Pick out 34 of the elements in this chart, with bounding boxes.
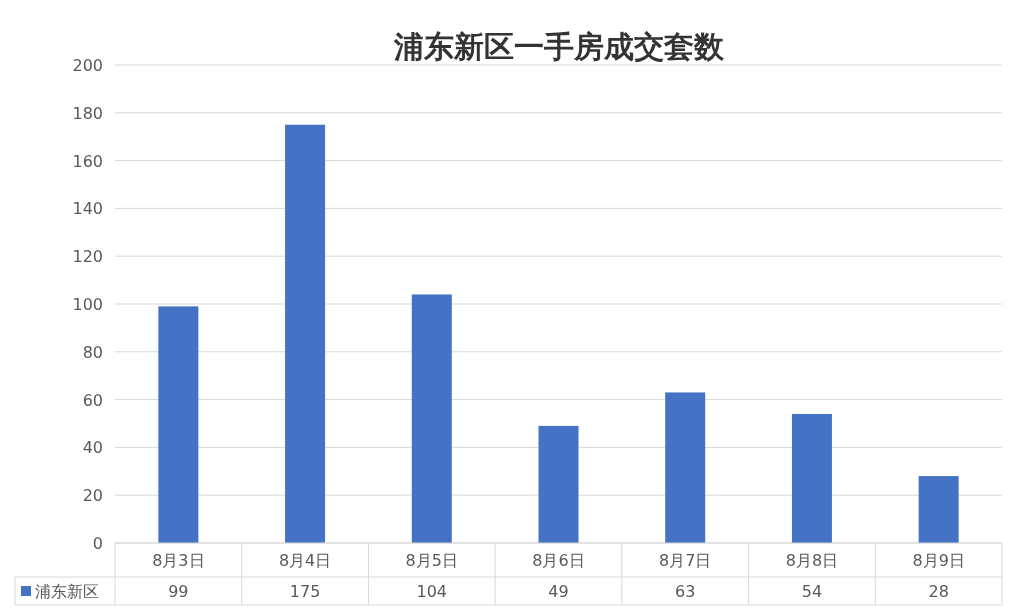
x-tick-label: 8月5日 <box>405 551 458 570</box>
y-tick-label: 140 <box>72 199 103 219</box>
legend-label: 浦东新区 <box>35 582 99 601</box>
data-label: 28 <box>928 582 949 601</box>
data-label: 175 <box>289 582 321 601</box>
bar <box>538 425 579 543</box>
y-tick-label: 0 <box>92 534 103 553</box>
bar <box>411 294 452 543</box>
bar <box>158 306 199 543</box>
bar <box>665 392 706 543</box>
data-label: 54 <box>801 582 823 601</box>
bar <box>791 413 832 543</box>
y-tick-label: 200 <box>72 56 103 75</box>
x-tick-label: 8月6日 <box>532 551 585 570</box>
y-tick-label: 120 <box>72 247 103 267</box>
data-label: 104 <box>416 582 448 601</box>
x-tick-label: 8月3日 <box>152 551 205 570</box>
x-tick-label: 8月7日 <box>659 551 712 570</box>
x-tick-label: 8月8日 <box>785 551 839 570</box>
bar <box>918 476 959 543</box>
x-tick-label: 8月4日 <box>278 551 332 570</box>
y-tick-label: 20 <box>82 486 103 506</box>
chart-title: 浦东新区一手房成交套数 <box>392 29 725 64</box>
y-tick-label: 100 <box>72 295 103 314</box>
y-tick-label: 40 <box>82 438 103 458</box>
y-tick-label: 80 <box>82 342 103 362</box>
data-label: 49 <box>548 582 569 601</box>
bar <box>285 124 326 543</box>
data-label: 63 <box>675 582 696 601</box>
data-label: 99 <box>168 582 189 601</box>
y-tick-label: 60 <box>82 390 103 410</box>
y-tick-label: 160 <box>72 151 103 171</box>
y-tick-label: 180 <box>72 103 103 123</box>
x-tick-label: 8月9日 <box>912 551 965 570</box>
